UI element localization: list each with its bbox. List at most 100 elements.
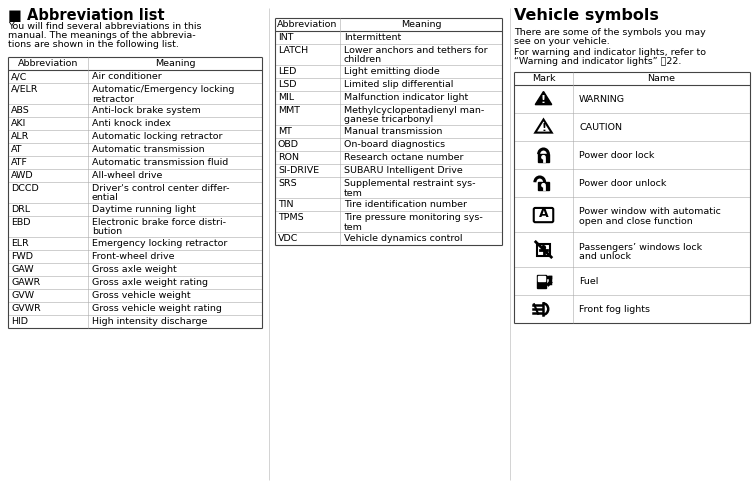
Text: A/C: A/C xyxy=(11,72,27,81)
Text: GVWR: GVWR xyxy=(11,304,41,313)
Text: Power door unlock: Power door unlock xyxy=(579,179,667,188)
Text: Research octane number: Research octane number xyxy=(344,153,464,162)
Text: ■ Abbreviation list: ■ Abbreviation list xyxy=(8,8,165,23)
Bar xyxy=(537,244,550,256)
Text: SI-DRIVE: SI-DRIVE xyxy=(278,166,319,175)
Text: MMT: MMT xyxy=(278,106,300,115)
Text: HID: HID xyxy=(11,317,28,326)
Text: Manual transmission: Manual transmission xyxy=(344,127,442,136)
Text: Power door lock: Power door lock xyxy=(579,151,655,160)
Bar xyxy=(538,276,545,281)
Text: LED: LED xyxy=(278,67,297,76)
Text: Supplemental restraint sys-: Supplemental restraint sys- xyxy=(344,179,476,188)
Text: Daytime running light: Daytime running light xyxy=(92,205,196,214)
Text: TIN: TIN xyxy=(278,200,294,209)
Text: retractor: retractor xyxy=(92,94,134,104)
Text: manual. The meanings of the abbrevia-: manual. The meanings of the abbrevia- xyxy=(8,31,196,40)
Text: Methylcyclopentadienyl man-: Methylcyclopentadienyl man- xyxy=(344,106,484,115)
Circle shape xyxy=(542,156,545,159)
Text: SUBARU Intelligent Drive: SUBARU Intelligent Drive xyxy=(344,166,463,175)
Text: open and close function: open and close function xyxy=(579,217,693,226)
Text: Fuel: Fuel xyxy=(579,277,599,286)
Text: Gross vehicle weight: Gross vehicle weight xyxy=(92,291,190,300)
Text: AT: AT xyxy=(11,145,23,154)
Text: AWD: AWD xyxy=(11,171,34,180)
Text: LSD: LSD xyxy=(278,80,297,89)
Text: Automatic transmission: Automatic transmission xyxy=(92,145,205,154)
Polygon shape xyxy=(535,92,552,105)
Text: Meaning: Meaning xyxy=(155,59,196,68)
Text: Gross axle weight rating: Gross axle weight rating xyxy=(92,278,208,287)
Text: INT: INT xyxy=(278,33,294,42)
Text: GVW: GVW xyxy=(11,291,34,300)
Text: MT: MT xyxy=(278,127,292,136)
Text: GAW: GAW xyxy=(11,265,34,274)
Text: A: A xyxy=(538,207,548,220)
Text: RON: RON xyxy=(278,153,299,162)
Text: EBD: EBD xyxy=(11,218,30,227)
Text: ALR: ALR xyxy=(11,132,29,141)
Text: Gross axle weight: Gross axle weight xyxy=(92,265,177,274)
Text: Abbreviation: Abbreviation xyxy=(18,59,79,68)
Text: Light emitting diode: Light emitting diode xyxy=(344,67,439,76)
Text: Lower anchors and tethers for: Lower anchors and tethers for xyxy=(344,46,488,55)
Text: CAUTION: CAUTION xyxy=(579,123,622,132)
Text: Air conditioner: Air conditioner xyxy=(92,72,162,81)
Text: For warning and indicator lights, refer to: For warning and indicator lights, refer … xyxy=(514,48,706,57)
Text: LATCH: LATCH xyxy=(278,46,308,55)
Text: Tire pressure monitoring sys-: Tire pressure monitoring sys- xyxy=(344,213,482,222)
Text: Electronic brake force distri-: Electronic brake force distri- xyxy=(92,218,226,227)
Circle shape xyxy=(541,245,546,250)
Text: You will find several abbreviations in this: You will find several abbreviations in t… xyxy=(8,22,202,31)
Text: Limited slip differential: Limited slip differential xyxy=(344,80,453,89)
Text: see on your vehicle.: see on your vehicle. xyxy=(514,37,610,46)
Text: Tire identification number: Tire identification number xyxy=(344,200,467,209)
Text: All-wheel drive: All-wheel drive xyxy=(92,171,162,180)
Circle shape xyxy=(542,184,545,187)
Text: High intensity discharge: High intensity discharge xyxy=(92,317,208,326)
Bar xyxy=(537,275,546,288)
Text: !: ! xyxy=(541,123,546,133)
Text: VDC: VDC xyxy=(278,234,298,243)
Text: Passengers’ windows lock: Passengers’ windows lock xyxy=(579,243,702,251)
Text: A/ELR: A/ELR xyxy=(11,85,39,94)
Text: MIL: MIL xyxy=(278,93,294,102)
Text: !: ! xyxy=(541,95,546,105)
Text: There are some of the symbols you may: There are some of the symbols you may xyxy=(514,28,706,37)
Text: Intermittent: Intermittent xyxy=(344,33,401,42)
Text: Mark: Mark xyxy=(532,74,555,83)
Text: Automatic locking retractor: Automatic locking retractor xyxy=(92,132,223,141)
Text: ATF: ATF xyxy=(11,158,28,167)
Text: AKI: AKI xyxy=(11,119,26,128)
Text: DRL: DRL xyxy=(11,205,30,214)
Text: Vehicle dynamics control: Vehicle dynamics control xyxy=(344,234,463,243)
Text: ELR: ELR xyxy=(11,239,29,248)
Text: FWD: FWD xyxy=(11,252,33,261)
Bar xyxy=(538,154,549,162)
Text: ential: ential xyxy=(92,193,119,203)
Text: Driver's control center differ-: Driver's control center differ- xyxy=(92,184,230,193)
Text: SRS: SRS xyxy=(278,179,297,188)
Text: GAWR: GAWR xyxy=(11,278,40,287)
Text: Anti knock index: Anti knock index xyxy=(92,119,171,128)
Text: tem: tem xyxy=(344,188,363,198)
Text: tem: tem xyxy=(344,223,363,231)
Text: DCCD: DCCD xyxy=(11,184,39,193)
Text: Meaning: Meaning xyxy=(401,20,441,29)
Text: Vehicle symbols: Vehicle symbols xyxy=(514,8,659,23)
Text: Malfunction indicator light: Malfunction indicator light xyxy=(344,93,468,102)
Text: ganese tricarbonyl: ganese tricarbonyl xyxy=(344,115,433,125)
Text: Front fog lights: Front fog lights xyxy=(579,305,650,314)
Text: Automatic/Emergency locking: Automatic/Emergency locking xyxy=(92,85,234,94)
Text: Emergency locking retractor: Emergency locking retractor xyxy=(92,239,227,248)
Text: children: children xyxy=(344,56,382,64)
Text: Abbreviation: Abbreviation xyxy=(277,20,337,29)
Text: ABS: ABS xyxy=(11,106,29,115)
Text: Front-wheel drive: Front-wheel drive xyxy=(92,252,174,261)
Text: and unlock: and unlock xyxy=(579,252,631,261)
Text: WARNING: WARNING xyxy=(579,95,625,104)
Bar xyxy=(538,182,549,190)
Text: Gross vehicle weight rating: Gross vehicle weight rating xyxy=(92,304,222,313)
Text: “Warning and indicator lights” ➗22.: “Warning and indicator lights” ➗22. xyxy=(514,57,681,66)
Text: tions are shown in the following list.: tions are shown in the following list. xyxy=(8,40,179,49)
